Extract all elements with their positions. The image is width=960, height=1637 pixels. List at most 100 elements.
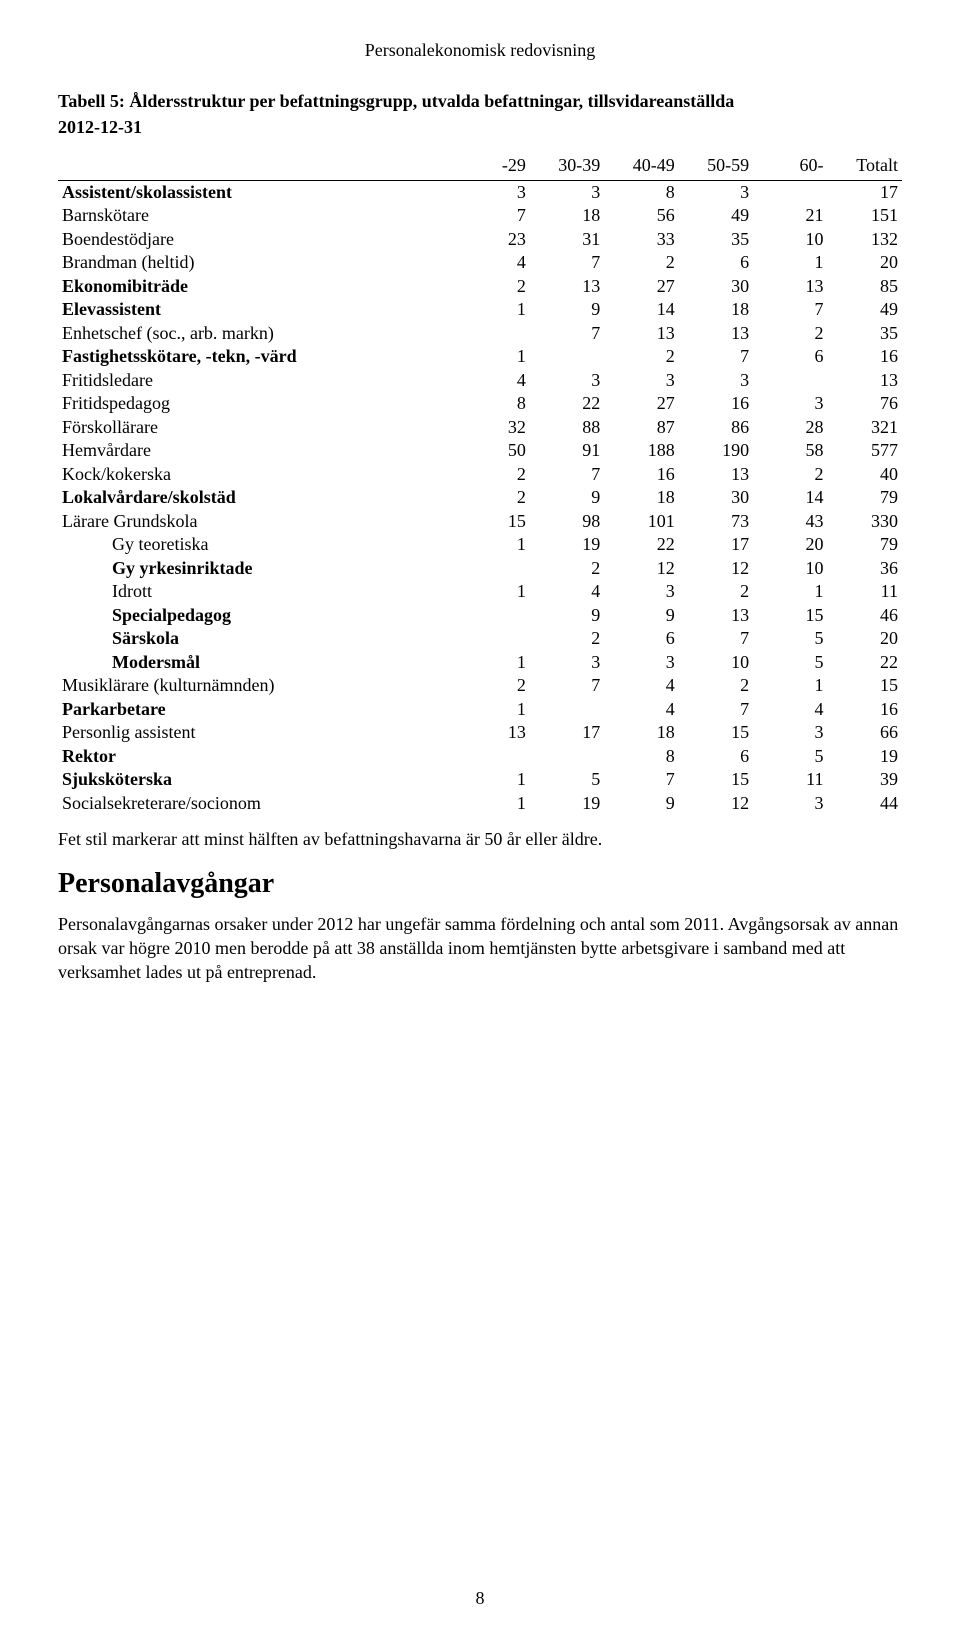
cell: 20 [828, 627, 902, 651]
cell: 18 [604, 486, 678, 510]
col-header: 40-49 [604, 154, 678, 181]
cell: 8 [604, 180, 678, 204]
cell: 98 [530, 510, 604, 534]
row-label: Fastighetsskötare, -tekn, -värd [58, 345, 455, 369]
cell: 12 [604, 557, 678, 581]
table-row: Boendestödjare2331333510132 [58, 228, 902, 252]
cell: 76 [828, 392, 902, 416]
cell: 27 [604, 275, 678, 299]
cell: 7 [530, 674, 604, 698]
cell: 16 [828, 345, 902, 369]
cell: 151 [828, 204, 902, 228]
table-row: Modersmål13310522 [58, 651, 902, 675]
cell [753, 369, 827, 393]
cell: 50 [455, 439, 529, 463]
cell: 17 [679, 533, 753, 557]
cell: 3 [753, 792, 827, 816]
row-label: Lokalvårdare/skolstäd [58, 486, 455, 510]
table-row: Enhetschef (soc., arb. markn)71313235 [58, 322, 902, 346]
row-label: Boendestödjare [58, 228, 455, 252]
cell: 3 [455, 180, 529, 204]
cell: 14 [604, 298, 678, 322]
cell: 88 [530, 416, 604, 440]
row-label: Parkarbetare [58, 698, 455, 722]
cell: 18 [530, 204, 604, 228]
table-row: Brandman (heltid)4726120 [58, 251, 902, 275]
cell: 17 [828, 180, 902, 204]
cell: 12 [679, 792, 753, 816]
table-row: Gy teoretiska11922172079 [58, 533, 902, 557]
cell: 79 [828, 486, 902, 510]
table-row: Personlig assistent13171815366 [58, 721, 902, 745]
cell [530, 698, 604, 722]
row-label: Ekonomibiträde [58, 275, 455, 299]
cell [455, 557, 529, 581]
col-header: 60- [753, 154, 827, 181]
cell: 7 [679, 698, 753, 722]
cell: 7 [679, 345, 753, 369]
cell: 2 [455, 463, 529, 487]
row-label: Enhetschef (soc., arb. markn) [58, 322, 455, 346]
row-label: Specialpedagog [58, 604, 455, 628]
cell: 101 [604, 510, 678, 534]
col-header: 50-59 [679, 154, 753, 181]
cell: 1 [753, 251, 827, 275]
cell: 1 [455, 533, 529, 557]
cell: 39 [828, 768, 902, 792]
cell: 19 [530, 533, 604, 557]
cell: 15 [679, 721, 753, 745]
row-label: Musiklärare (kulturnämnden) [58, 674, 455, 698]
table-row: Sjuksköterska157151139 [58, 768, 902, 792]
table-row: Musiklärare (kulturnämnden)2742115 [58, 674, 902, 698]
table-row: Elevassistent191418749 [58, 298, 902, 322]
cell: 40 [828, 463, 902, 487]
cell: 3 [753, 392, 827, 416]
col-header-label [58, 154, 455, 181]
cell: 188 [604, 439, 678, 463]
row-label: Socialsekreterare/socionom [58, 792, 455, 816]
cell: 19 [828, 745, 902, 769]
cell: 6 [753, 345, 827, 369]
table-row: Förskollärare3288878628321 [58, 416, 902, 440]
table-row: Ekonomibiträde21327301385 [58, 275, 902, 299]
cell [455, 322, 529, 346]
cell: 49 [679, 204, 753, 228]
cell: 577 [828, 439, 902, 463]
cell [455, 604, 529, 628]
cell: 22 [530, 392, 604, 416]
cell: 2 [604, 251, 678, 275]
cell: 4 [604, 698, 678, 722]
cell: 20 [828, 251, 902, 275]
cell: 33 [604, 228, 678, 252]
cell: 13 [679, 604, 753, 628]
cell: 22 [604, 533, 678, 557]
cell: 5 [530, 768, 604, 792]
table-title-line-2: 2012-12-31 [58, 115, 902, 139]
cell: 13 [604, 322, 678, 346]
table-body: Assistent/skolassistent338317Barnskötare… [58, 180, 902, 815]
cell: 9 [604, 792, 678, 816]
cell: 87 [604, 416, 678, 440]
cell: 13 [679, 322, 753, 346]
cell: 3 [753, 721, 827, 745]
cell: 73 [679, 510, 753, 534]
cell: 3 [530, 180, 604, 204]
row-label: Gy yrkesinriktade [58, 557, 455, 581]
cell: 7 [530, 463, 604, 487]
cell: 5 [753, 627, 827, 651]
cell: 35 [679, 228, 753, 252]
cell: 44 [828, 792, 902, 816]
cell: 15 [679, 768, 753, 792]
row-label: Assistent/skolassistent [58, 180, 455, 204]
table-row: Fastighetsskötare, -tekn, -värd127616 [58, 345, 902, 369]
cell: 7 [753, 298, 827, 322]
col-header: 30-39 [530, 154, 604, 181]
cell: 2 [455, 674, 529, 698]
cell: 3 [679, 369, 753, 393]
cell: 30 [679, 275, 753, 299]
cell [530, 745, 604, 769]
cell: 36 [828, 557, 902, 581]
cell: 15 [455, 510, 529, 534]
cell: 7 [455, 204, 529, 228]
table-row: Hemvårdare509118819058577 [58, 439, 902, 463]
